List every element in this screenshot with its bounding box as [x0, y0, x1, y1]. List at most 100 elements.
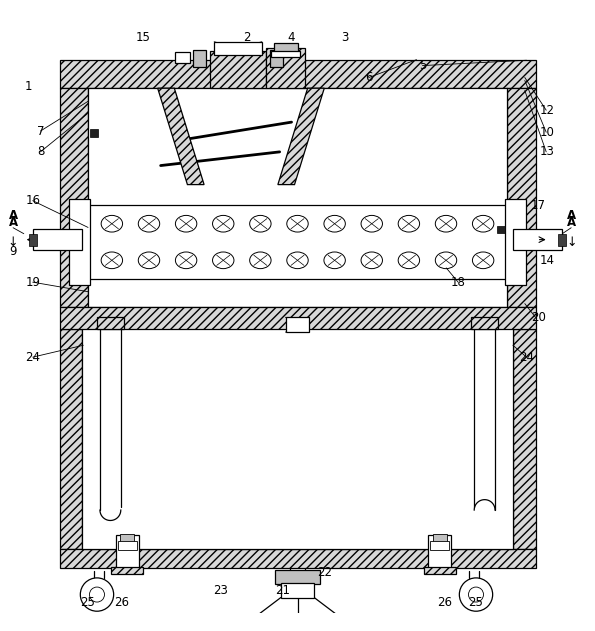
Bar: [60, 60, 536, 88]
Text: A: A: [8, 216, 18, 230]
Ellipse shape: [138, 215, 159, 232]
Text: A: A: [566, 209, 576, 221]
Polygon shape: [278, 88, 324, 185]
Text: 25: 25: [81, 596, 95, 609]
Bar: [210, 50, 267, 88]
Bar: [88, 206, 507, 279]
Ellipse shape: [250, 215, 271, 232]
Bar: [116, 535, 139, 568]
Bar: [33, 229, 82, 250]
Ellipse shape: [138, 252, 159, 269]
Text: 7: 7: [37, 124, 44, 138]
Bar: [274, 43, 298, 54]
Circle shape: [468, 587, 484, 602]
Ellipse shape: [212, 215, 234, 232]
Ellipse shape: [398, 215, 419, 232]
Ellipse shape: [324, 215, 345, 232]
Text: 16: 16: [25, 194, 40, 207]
Bar: [193, 50, 206, 67]
Ellipse shape: [436, 215, 457, 232]
Ellipse shape: [212, 252, 234, 269]
Bar: [513, 229, 562, 250]
Text: ↓: ↓: [8, 236, 18, 249]
Bar: [471, 317, 498, 329]
Bar: [88, 88, 507, 307]
Ellipse shape: [324, 252, 345, 269]
Polygon shape: [158, 88, 204, 185]
Bar: [281, 582, 314, 598]
Text: 23: 23: [213, 584, 227, 598]
Bar: [118, 541, 137, 550]
Bar: [176, 52, 190, 62]
Text: ↓: ↓: [566, 236, 577, 249]
Text: 24: 24: [519, 351, 534, 363]
Bar: [82, 329, 513, 549]
Bar: [214, 42, 262, 55]
Text: A: A: [8, 209, 18, 221]
Text: 15: 15: [135, 30, 150, 44]
Bar: [120, 534, 134, 543]
Bar: [270, 50, 283, 67]
Text: 14: 14: [540, 254, 555, 267]
Text: 13: 13: [540, 145, 555, 158]
Ellipse shape: [398, 252, 419, 269]
Bar: [505, 199, 526, 285]
Ellipse shape: [472, 252, 494, 269]
Bar: [69, 199, 90, 285]
Bar: [267, 48, 305, 88]
Text: 6: 6: [365, 71, 372, 84]
Bar: [286, 317, 309, 332]
Text: 25: 25: [469, 596, 483, 609]
Text: 12: 12: [540, 103, 555, 117]
Circle shape: [89, 587, 105, 602]
Ellipse shape: [287, 252, 308, 269]
Bar: [424, 567, 456, 574]
Bar: [275, 570, 320, 584]
Ellipse shape: [361, 252, 383, 269]
Text: 10: 10: [540, 126, 555, 139]
Ellipse shape: [176, 252, 197, 269]
Ellipse shape: [101, 252, 123, 269]
Text: 5: 5: [419, 59, 426, 72]
Circle shape: [80, 578, 114, 611]
Bar: [111, 567, 143, 574]
Ellipse shape: [472, 215, 494, 232]
Circle shape: [459, 578, 493, 611]
Bar: [513, 329, 536, 549]
Bar: [60, 88, 88, 307]
Bar: [29, 233, 37, 245]
Bar: [60, 307, 536, 329]
Ellipse shape: [361, 215, 383, 232]
Text: A: A: [566, 216, 576, 230]
Bar: [497, 226, 505, 233]
Ellipse shape: [250, 252, 271, 269]
Text: 26: 26: [114, 596, 130, 609]
Bar: [507, 88, 536, 307]
Bar: [558, 233, 566, 245]
Text: 24: 24: [25, 351, 40, 363]
Text: 8: 8: [37, 145, 44, 158]
Text: 4: 4: [288, 30, 295, 44]
Text: 2: 2: [243, 30, 250, 44]
Text: 21: 21: [275, 584, 290, 598]
Text: 18: 18: [451, 276, 466, 288]
Ellipse shape: [436, 252, 457, 269]
Text: 19: 19: [25, 276, 40, 288]
Ellipse shape: [101, 215, 123, 232]
Bar: [90, 129, 98, 137]
Text: 1: 1: [25, 80, 32, 93]
Text: 26: 26: [437, 596, 453, 609]
Text: 3: 3: [342, 30, 349, 44]
Bar: [60, 549, 536, 568]
Text: 20: 20: [531, 311, 546, 324]
Bar: [430, 541, 449, 550]
Text: 17: 17: [531, 199, 546, 212]
Ellipse shape: [287, 215, 308, 232]
Bar: [97, 317, 124, 329]
Bar: [433, 534, 447, 543]
Bar: [60, 329, 82, 549]
Text: 9: 9: [10, 245, 17, 258]
Text: 22: 22: [317, 566, 332, 579]
Bar: [271, 51, 300, 57]
Ellipse shape: [176, 215, 197, 232]
